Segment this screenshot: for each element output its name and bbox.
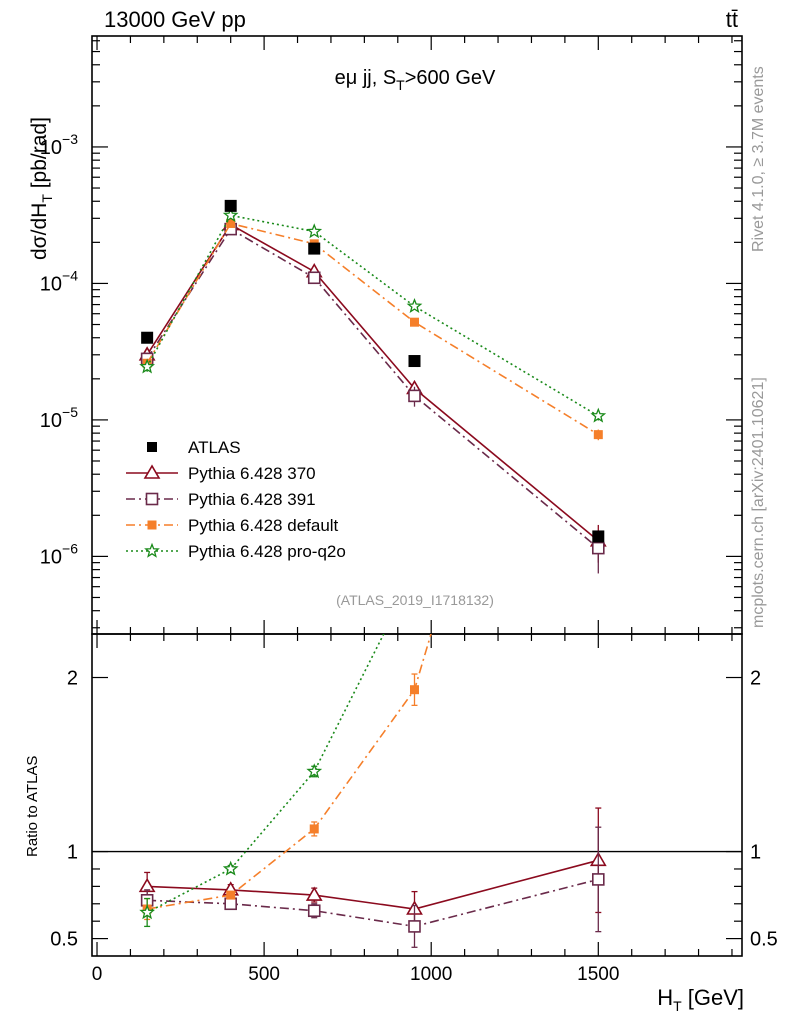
legend-label-atlas: ATLAS	[188, 438, 241, 457]
data-point-pythia-6-428-default	[409, 317, 419, 327]
data-point-atlas	[308, 242, 321, 255]
ratio-point-pythia-6-428-391	[408, 920, 421, 933]
legend-marker-pythia-6-428-default	[147, 520, 157, 530]
ratio-point-pythia-6-428-pro-q2o	[306, 763, 323, 779]
main-plot-area	[138, 199, 607, 574]
ratio-point-pythia-6-428-391	[307, 904, 321, 918]
ratio-point-pythia-6-428-pro-q2o	[222, 860, 239, 876]
x-tick-label: 1000	[410, 964, 452, 985]
ratio-point-pythia-6-428-default	[309, 824, 319, 834]
ratio-panel-frame	[91, 633, 743, 957]
ratio-y-tick-label-right: 0.5	[750, 929, 778, 951]
x-axis-label: HT [GeV]	[657, 985, 744, 1014]
data-point-pythia-6-428-pro-q2o	[139, 358, 156, 374]
ratio-point-pythia-6-428-391	[591, 873, 605, 886]
x-tick-label: 500	[248, 964, 280, 985]
legend-label-pythia-6-428-pro-q2o: Pythia 6.428 pro-q2o	[188, 542, 346, 561]
x-tick-label: 0	[92, 964, 103, 985]
ratio-point-pythia-6-428-pro-q2o	[139, 904, 156, 920]
data-point-pythia-6-428-pro-q2o	[406, 297, 423, 314]
legend-marker-pythia-6-428-pro-q2o	[144, 542, 160, 558]
ratio-point-pythia-6-428-default	[409, 685, 419, 695]
ratio-point-pythia-6-428-370	[305, 886, 323, 901]
analysis-tag: (ATLAS_2019_I1718132)	[336, 592, 494, 608]
axis-ticks: 0 500 1000 1500 10−6 10−5 10−4 10−3 0.5 0.5 1 1 2 2	[40, 36, 778, 985]
legend-label-pythia-6-428-391: Pythia 6.428 391	[188, 490, 316, 509]
ratio-point-pythia-6-428-default	[226, 890, 236, 900]
y-tick-label: 10−3	[40, 131, 78, 159]
data-point-pythia-6-428-pro-q2o	[590, 407, 607, 423]
legend-marker-atlas	[147, 442, 157, 452]
y-axis-label: dσ/dHT [pb/rad]	[28, 117, 55, 260]
collision-label: 13000 GeV pp	[104, 7, 246, 32]
legend: ATLAS Pythia 6.428 370 Pythia 6.428 391 Pyt…	[126, 438, 346, 561]
ratio-y-tick-label-right: 1	[750, 842, 761, 864]
ratio-line-pythia-6-428-370	[147, 859, 599, 910]
data-point-pythia-6-428-default	[226, 218, 236, 228]
y-tick-label: 10−5	[40, 404, 78, 432]
ratio-plot-area	[92, 64, 742, 948]
ratio-y-axis-label: Ratio to ATLAS	[24, 756, 41, 857]
ratio-line-pythia-6-428-default	[146, 634, 432, 910]
process-label: tt̄	[726, 7, 738, 32]
data-point-atlas	[408, 355, 421, 368]
data-point-atlas	[592, 530, 605, 543]
legend-label-pythia-6-428-default: Pythia 6.428 default	[188, 516, 339, 535]
legend-label-pythia-6-428-370: Pythia 6.428 370	[188, 464, 316, 483]
ratio-point-pythia-6-428-pro-q2o	[408, 567, 420, 579]
ratio-y-tick-label: 1	[67, 842, 78, 864]
plot-title: eμ jj, ST>600 GeV	[335, 67, 496, 93]
data-point-pythia-6-428-default	[593, 430, 603, 440]
series-line-pythia-6-428-default	[146, 222, 599, 436]
data-point-atlas	[224, 199, 237, 212]
legend-marker-pythia-6-428-391	[145, 492, 159, 506]
series-line-pythia-6-428-pro-q2o	[146, 214, 599, 417]
rivet-version-label: Rivet 4.1.0, ≥ 3.7M events	[750, 66, 767, 252]
data-point-pythia-6-428-391	[591, 541, 605, 555]
x-tick-label: 1500	[577, 964, 619, 985]
ratio-point-pythia-6-428-default	[594, 64, 603, 73]
data-point-pythia-6-428-pro-q2o	[222, 207, 239, 223]
ratio-y-tick-label: 0.5	[50, 929, 78, 951]
mcplots-credit-label: mcplots.cern.ch [arXiv:2401.10621]	[750, 377, 767, 628]
legend-marker-pythia-6-428-370	[143, 464, 161, 479]
data-point-pythia-6-428-pro-q2o	[306, 223, 323, 239]
ratio-point-pythia-6-428-391	[224, 897, 237, 911]
y-tick-label: 10−6	[40, 540, 78, 568]
y-tick-label: 10−4	[40, 267, 78, 295]
ratio-y-tick-label-right: 2	[750, 668, 761, 690]
data-point-pythia-6-428-391	[307, 271, 321, 285]
data-point-atlas	[141, 331, 154, 344]
data-point-pythia-6-428-391	[408, 389, 421, 403]
ratio-y-tick-label: 2	[67, 668, 78, 690]
